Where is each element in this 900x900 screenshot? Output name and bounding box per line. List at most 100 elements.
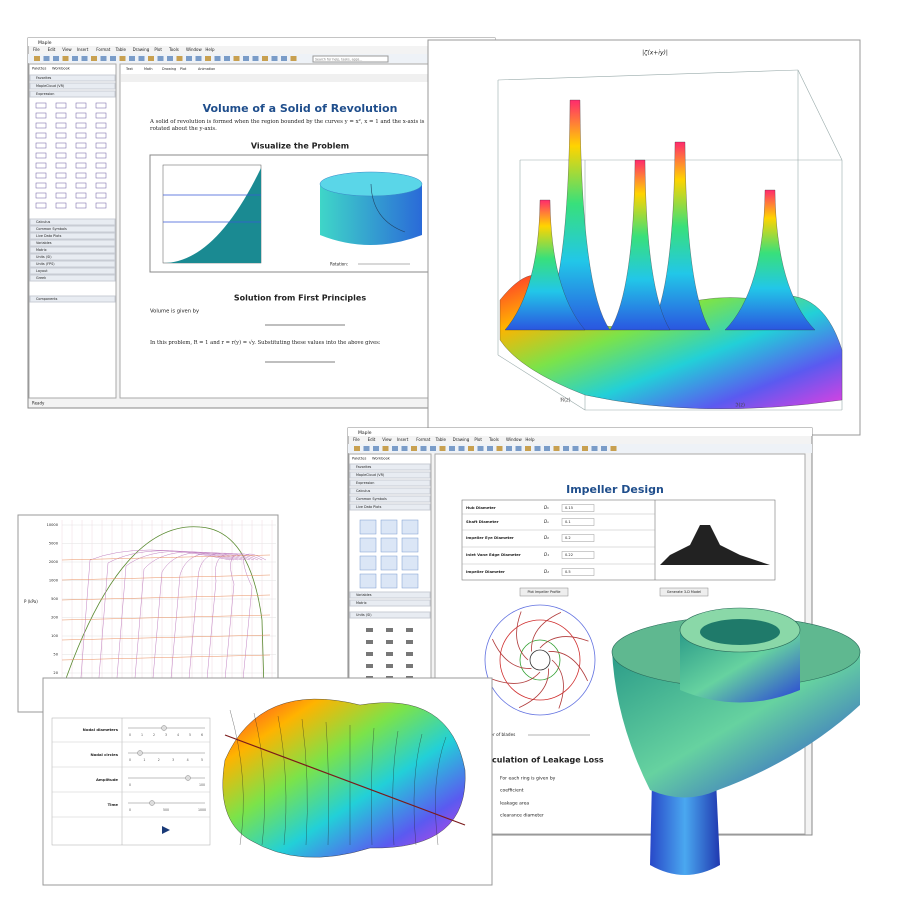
y-tick-label: 1000 [49, 579, 59, 583]
palette-name[interactable]: Live Data Plots [356, 505, 382, 509]
menu-item[interactable]: Format [416, 437, 431, 442]
toolbar-icon [363, 446, 370, 451]
menu-item[interactable]: View [62, 47, 72, 52]
palette-name[interactable]: Components [36, 297, 58, 301]
menu-item[interactable]: Table [435, 437, 447, 442]
menu-item[interactable]: Tools [488, 437, 499, 442]
menu-item[interactable]: Table [115, 47, 127, 52]
mesh-line [277, 715, 287, 846]
toolbar-icon [72, 56, 78, 61]
isobar [61, 554, 271, 561]
slider-thumb[interactable] [185, 775, 191, 781]
palette-name[interactable]: Common Symbols [36, 227, 67, 231]
palette-name[interactable]: Favorites [356, 465, 372, 469]
document-tab[interactable]: Plot [180, 67, 187, 71]
palette-name[interactable]: Matrix [36, 248, 47, 252]
impeller-ring [499, 619, 581, 701]
y-tick-label: 10000 [47, 523, 59, 527]
palette-name[interactable]: MapleCloud (VR) [356, 473, 385, 477]
menu-item[interactable]: Edit [48, 47, 56, 52]
parameter-symbol: D₁ [544, 552, 549, 557]
slider-thumb[interactable] [137, 750, 143, 756]
menu-item[interactable]: File [353, 437, 360, 442]
palette-name[interactable]: Common Symbols [356, 497, 387, 501]
isotherm [205, 553, 259, 691]
menu-item[interactable]: File [33, 47, 40, 52]
toolbar-icon [591, 446, 598, 451]
menu-item[interactable]: Help [525, 437, 535, 442]
menu-item[interactable]: View [382, 437, 392, 442]
slider-thumb[interactable] [161, 725, 167, 731]
button-label[interactable]: Generate 3-D Model [667, 590, 701, 594]
palette-name[interactable]: Live Data Plots [36, 234, 62, 238]
toolbar-icon [290, 56, 297, 61]
palette-name[interactable]: Units (SI) [36, 255, 52, 259]
menu-item[interactable]: Window [506, 437, 523, 442]
parameter-symbol: Dₕ [544, 505, 549, 510]
menu-item[interactable]: Help [205, 47, 215, 52]
menu-item[interactable]: Format [96, 47, 111, 52]
menu-item[interactable]: Insert [77, 47, 89, 52]
palette-name[interactable]: Expression [36, 92, 54, 96]
panel-tab[interactable]: Workbook [52, 67, 71, 71]
isotherm [115, 551, 239, 691]
toolbar-icon [382, 446, 389, 451]
palette-symbol [95, 182, 107, 189]
palette-symbol [35, 112, 47, 119]
menu-item[interactable]: Drawing [453, 437, 470, 442]
parameter-label: Hub Diameter [466, 505, 496, 510]
palette-symbol [75, 112, 87, 119]
parameter-symbol: D₂ [544, 569, 549, 574]
palette-name[interactable]: Variables [356, 593, 372, 597]
palette-name[interactable]: Expression [356, 481, 374, 485]
panel-tab[interactable]: Palettes [32, 67, 46, 71]
impeller-ring [519, 639, 561, 681]
palette-header [29, 295, 116, 303]
menu-item[interactable]: Window [186, 47, 203, 52]
palette-name[interactable]: Greek [36, 276, 46, 280]
toolbar-icon [119, 56, 126, 61]
panel-tab[interactable]: Workbook [372, 457, 391, 461]
palette-header [29, 246, 116, 254]
body-text: clearance diameter [500, 813, 544, 819]
play-button[interactable] [162, 826, 170, 834]
button-label[interactable]: Plot Impeller Profile [528, 590, 561, 594]
toolbar-icon [214, 56, 221, 61]
toolbar-icon [233, 56, 240, 61]
document-tab[interactable]: Math [144, 67, 152, 71]
plot-thumbnail [359, 573, 377, 589]
impeller-blade [518, 668, 549, 708]
panel-tab[interactable]: Palettes [352, 457, 366, 461]
palette-symbol [55, 132, 67, 139]
slider-thumb[interactable] [149, 800, 155, 806]
palette-symbol [55, 122, 67, 129]
surface-spike [724, 189, 816, 331]
menu-item[interactable]: Drawing [133, 47, 150, 52]
document-tab[interactable]: Animation [198, 67, 215, 71]
menu-item[interactable]: Plot [474, 437, 482, 442]
slider-tick-label: 1000 [198, 808, 206, 812]
control-label: Nodal diameters [83, 727, 119, 732]
palette-symbol [95, 132, 107, 139]
palette-name[interactable]: Layout [36, 269, 48, 273]
palette-symbol [406, 664, 413, 668]
palette-name[interactable]: MapleCloud (VR) [36, 84, 65, 88]
menu-item[interactable]: Edit [368, 437, 376, 442]
palette-name[interactable]: Matrix [356, 601, 367, 605]
palette-name[interactable]: Calculus [356, 489, 370, 493]
document-tab[interactable]: Drawing [162, 67, 176, 71]
palette-name[interactable]: Variables [36, 241, 52, 245]
title-bar [28, 38, 495, 46]
palette-name[interactable]: Favorites [36, 76, 52, 80]
menu-item[interactable]: Tools [168, 47, 179, 52]
palette-name[interactable]: Units (FPS) [36, 262, 55, 266]
window-title: Maple [358, 430, 372, 436]
palette-name[interactable]: Calculus [36, 220, 50, 224]
slider-tick-label: 4 [177, 733, 179, 737]
palette-name[interactable]: Units (SI) [356, 613, 372, 617]
palette-symbol [55, 162, 67, 169]
menu-item[interactable]: Plot [154, 47, 162, 52]
palette-header [349, 611, 431, 619]
menu-item[interactable]: Insert [397, 437, 409, 442]
document-tab[interactable]: Text [125, 67, 134, 71]
